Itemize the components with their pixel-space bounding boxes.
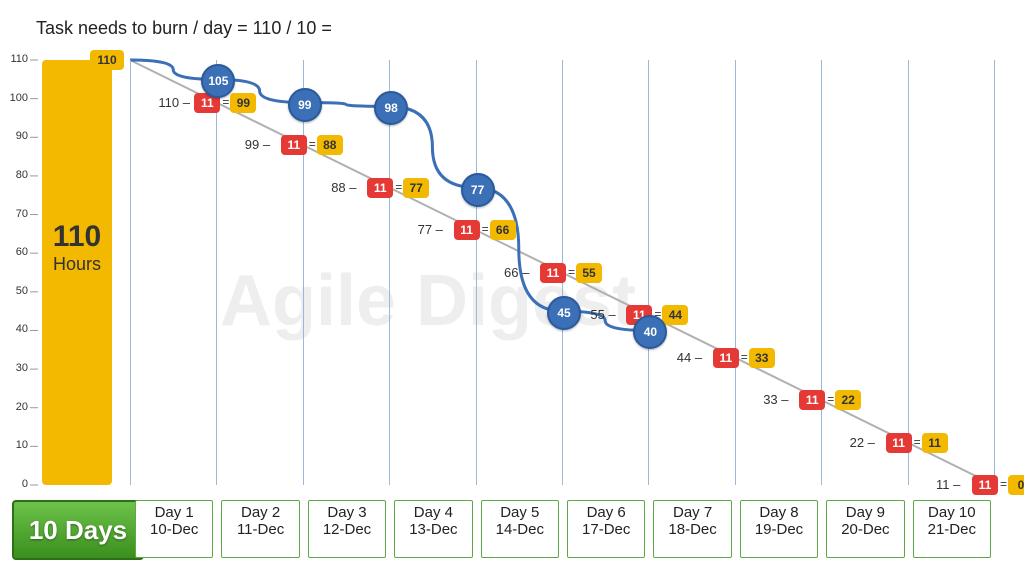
grid-vline <box>130 60 131 485</box>
ideal-end-chip: 88 <box>317 135 343 155</box>
day-label: Day 5 <box>482 504 558 521</box>
day-box: Day 819-Dec <box>740 500 818 558</box>
days-box: 10 Days <box>12 500 144 560</box>
ideal-end-chip: 11 <box>922 433 948 453</box>
y-tick-label: 80 <box>4 169 28 181</box>
day-date: 20-Dec <box>827 521 903 538</box>
day-date: 19-Dec <box>741 521 817 538</box>
y-tick-label: 10 <box>4 439 28 451</box>
ideal-end-chip: 77 <box>403 178 429 198</box>
day-box: Day 110-Dec <box>135 500 213 558</box>
day-label: Day 8 <box>741 504 817 521</box>
equals-sign: = <box>482 222 489 236</box>
day-date: 14-Dec <box>482 521 558 538</box>
day-box: Day 413-Dec <box>394 500 472 558</box>
equals-sign: = <box>568 265 575 279</box>
y-tick-label: 40 <box>4 323 28 335</box>
day-date: 10-Dec <box>136 521 212 538</box>
equals-sign: = <box>309 137 316 151</box>
actual-node: 98 <box>374 91 408 125</box>
day-date: 12-Dec <box>309 521 385 538</box>
y-tick-label: 60 <box>4 246 28 258</box>
day-box: Day 617-Dec <box>567 500 645 558</box>
ideal-start-label: 77 – <box>418 222 443 237</box>
day-label: Day 1 <box>136 504 212 521</box>
ideal-start-label: 55 – <box>590 307 615 322</box>
ideal-burn-chip: 11 <box>886 433 912 453</box>
day-label: Day 9 <box>827 504 903 521</box>
ideal-burn-chip: 11 <box>367 178 393 198</box>
day-box: Day 514-Dec <box>481 500 559 558</box>
ideal-start-label: 88 – <box>331 180 356 195</box>
ideal-burn-chip: 11 <box>281 135 307 155</box>
ideal-burn-chip: 11 <box>540 263 566 283</box>
y-tick-label: 100 <box>4 92 28 104</box>
day-label: Day 6 <box>568 504 644 521</box>
actual-node: 77 <box>461 173 495 207</box>
ideal-end-chip: 33 <box>749 348 775 368</box>
ideal-start-label: 99 – <box>245 137 270 152</box>
actual-node: 99 <box>288 88 322 122</box>
grid-vline <box>994 60 995 485</box>
y-tick-label: 30 <box>4 362 28 374</box>
day-date: 17-Dec <box>568 521 644 538</box>
equals-sign: = <box>1000 477 1007 491</box>
day-date: 18-Dec <box>654 521 730 538</box>
equals-sign: = <box>914 435 921 449</box>
hours-unit: Hours <box>42 254 112 275</box>
hours-bar: 110 Hours <box>42 60 112 485</box>
ideal-burn-chip: 11 <box>799 390 825 410</box>
ideal-end-chip: 99 <box>230 93 256 113</box>
ideal-start-label: 11 – <box>936 477 960 492</box>
ideal-burn-chip: 11 <box>972 475 998 495</box>
ideal-end-chip: 44 <box>662 305 688 325</box>
y-tick-label: 50 <box>4 285 28 297</box>
ideal-burn-chip: 11 <box>454 220 480 240</box>
y-tick-label: 110 <box>4 53 28 65</box>
actual-node: 40 <box>633 315 667 349</box>
grid-vline <box>908 60 909 485</box>
equals-sign: = <box>741 350 748 364</box>
ideal-start-label: 33 – <box>763 392 788 407</box>
day-label: Day 7 <box>654 504 730 521</box>
grid-vline <box>216 60 217 485</box>
grid-vline <box>735 60 736 485</box>
actual-node: 45 <box>547 296 581 330</box>
day-label: Day 4 <box>395 504 471 521</box>
ideal-start-label: 22 – <box>850 435 875 450</box>
grid-vline <box>476 60 477 485</box>
ideal-start-label: 66 – <box>504 265 529 280</box>
day-box: Day 211-Dec <box>221 500 299 558</box>
ideal-burn-chip: 11 <box>713 348 739 368</box>
day-label: Day 10 <box>914 504 990 521</box>
grid-vline <box>648 60 649 485</box>
y-tick-label: 90 <box>4 130 28 142</box>
day-label: Day 2 <box>222 504 298 521</box>
ideal-end-chip: 55 <box>576 263 602 283</box>
day-box: Day 1021-Dec <box>913 500 991 558</box>
day-date: 11-Dec <box>222 521 298 538</box>
ideal-end-chip: 0 <box>1008 475 1024 495</box>
day-date: 13-Dec <box>395 521 471 538</box>
equals-sign: = <box>827 392 834 406</box>
ideal-start-label: 44 – <box>677 350 702 365</box>
grid-vline <box>821 60 822 485</box>
day-label: Day 3 <box>309 504 385 521</box>
ideal-start-label: 110 – <box>158 95 190 110</box>
y-tick-label: 70 <box>4 208 28 220</box>
day-box: Day 920-Dec <box>826 500 904 558</box>
y-tick-label: 20 <box>4 401 28 413</box>
ideal-end-chip: 66 <box>490 220 516 240</box>
hours-value: 110 <box>42 220 112 254</box>
y-tick-label: 0 <box>4 478 28 490</box>
equals-sign: = <box>395 180 402 194</box>
ideal-end-chip: 22 <box>835 390 861 410</box>
ideal-start-chip: 110 <box>90 50 124 70</box>
day-box: Day 718-Dec <box>653 500 731 558</box>
day-box: Day 312-Dec <box>308 500 386 558</box>
grid-vline <box>303 60 304 485</box>
formula-text: Task needs to burn / day = 110 / 10 = <box>36 18 332 39</box>
day-date: 21-Dec <box>914 521 990 538</box>
